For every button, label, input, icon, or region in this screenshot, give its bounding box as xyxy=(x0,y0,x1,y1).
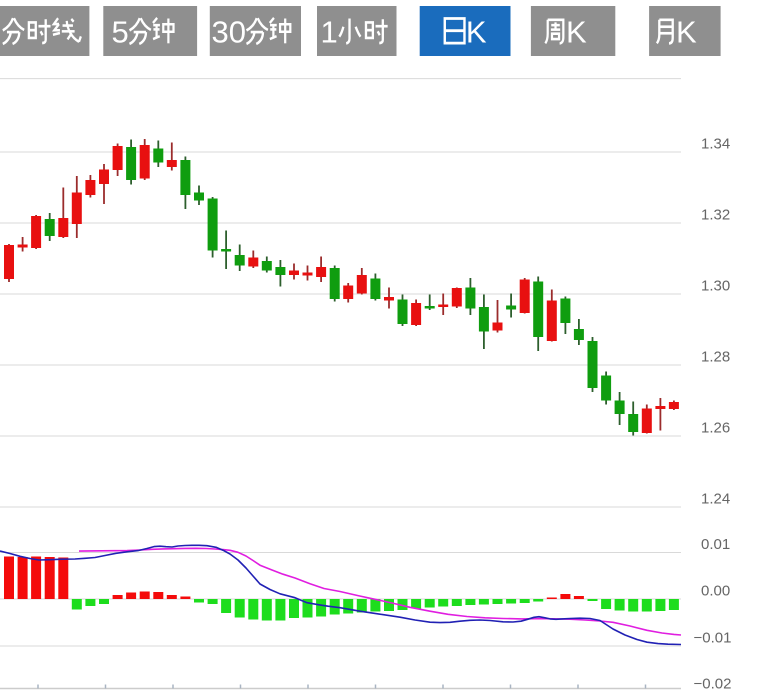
svg-text:0.01: 0.01 xyxy=(701,536,730,553)
svg-text:30: 30 xyxy=(212,15,246,50)
svg-text:−0.01: −0.01 xyxy=(694,629,732,646)
svg-text:1.30: 1.30 xyxy=(701,277,730,294)
svg-text:K: K xyxy=(566,15,587,50)
svg-text:1: 1 xyxy=(321,15,338,50)
svg-text:1.28: 1.28 xyxy=(701,348,730,365)
svg-text:1.26: 1.26 xyxy=(701,419,730,436)
svg-text:1.32: 1.32 xyxy=(701,206,730,223)
svg-text:K: K xyxy=(676,15,697,50)
svg-text:5: 5 xyxy=(112,15,129,50)
svg-text:0.00: 0.00 xyxy=(701,582,730,599)
svg-text:1.34: 1.34 xyxy=(701,135,730,152)
svg-text:1.24: 1.24 xyxy=(701,490,730,507)
svg-text:K: K xyxy=(466,15,487,50)
svg-text:−0.02: −0.02 xyxy=(694,675,732,691)
